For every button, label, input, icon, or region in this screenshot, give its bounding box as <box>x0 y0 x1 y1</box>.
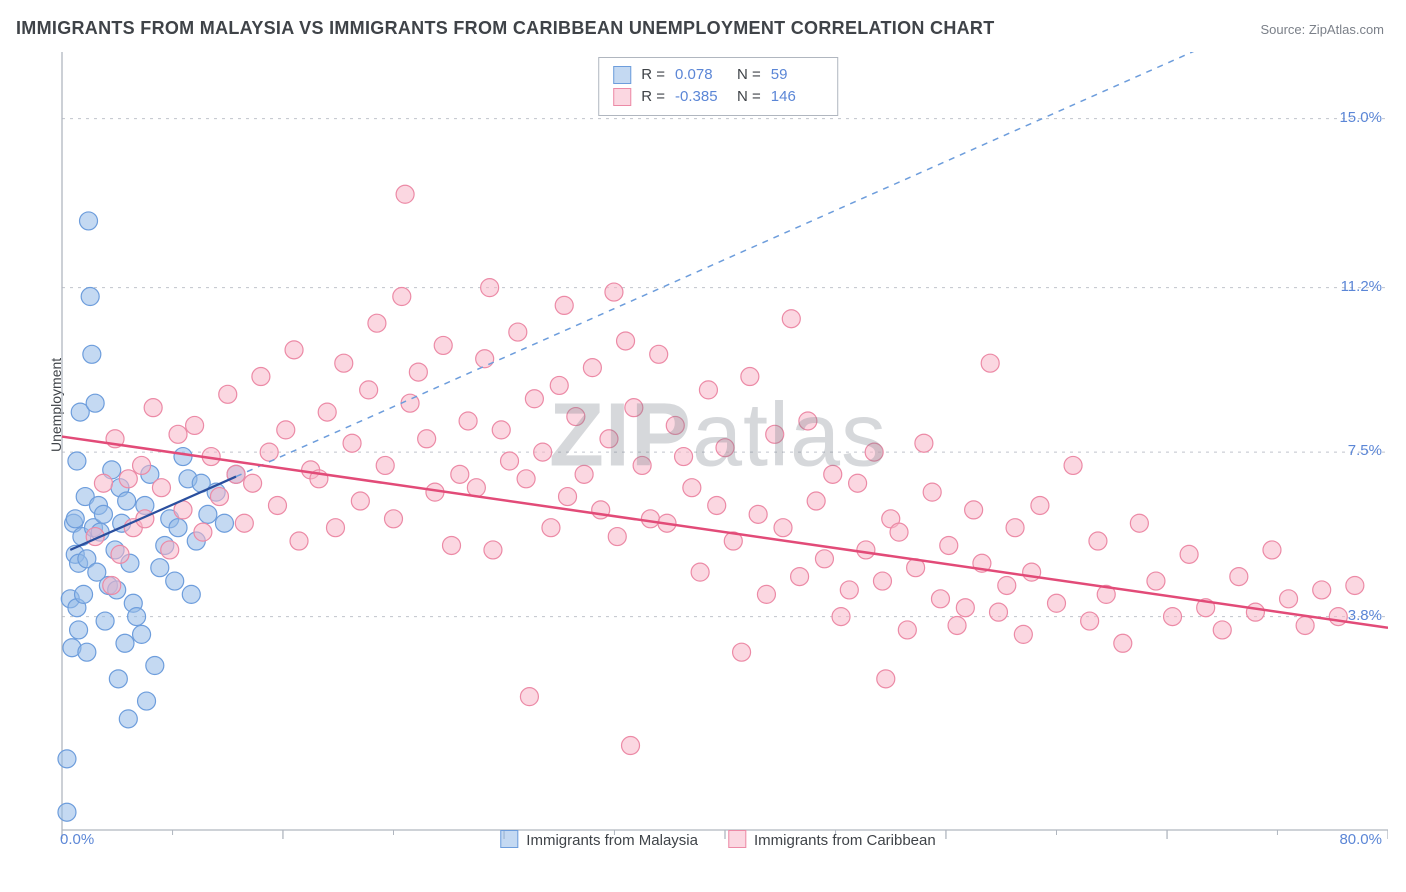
y-tick-label: 15.0% <box>1339 109 1382 126</box>
stats-legend: R = 0.078 N = 59 R = -0.385 N = 146 <box>598 57 838 116</box>
legend-label: Immigrants from Malaysia <box>526 832 698 849</box>
legend-swatch-icon <box>500 830 518 848</box>
stat-n-label: N = <box>737 86 761 108</box>
bottom-legend: Immigrants from Malaysia Immigrants from … <box>500 830 935 849</box>
legend-item: Immigrants from Caribbean <box>728 830 936 849</box>
stat-r-label: R = <box>641 86 665 108</box>
x-tick-label: 0.0% <box>60 831 94 848</box>
legend-swatch-icon <box>613 88 631 106</box>
stat-n-label: N = <box>737 64 761 86</box>
stats-legend-row: R = -0.385 N = 146 <box>613 86 823 108</box>
stat-r-value: -0.385 <box>675 86 727 108</box>
stat-r-label: R = <box>641 64 665 86</box>
stat-r-value: 0.078 <box>675 64 727 86</box>
legend-swatch-icon <box>613 66 631 84</box>
chart-area: Unemployment ZIPatlas R =0.078N =59R =-0… <box>48 52 1388 852</box>
scatter-chart <box>48 52 1388 852</box>
stats-legend-row: R = 0.078 N = 59 <box>613 64 823 86</box>
y-tick-label: 11.2% <box>1341 278 1382 295</box>
legend-swatch-icon <box>728 830 746 848</box>
stat-n-value: 146 <box>771 86 823 108</box>
legend-label: Immigrants from Caribbean <box>754 832 936 849</box>
x-tick-label: 80.0% <box>1339 831 1382 848</box>
chart-title: IMMIGRANTS FROM MALAYSIA VS IMMIGRANTS F… <box>16 18 995 39</box>
y-tick-label: 3.8% <box>1348 607 1382 624</box>
legend-item: Immigrants from Malaysia <box>500 830 698 849</box>
stat-n-value: 59 <box>771 64 823 86</box>
source-attribution: Source: ZipAtlas.com <box>1260 22 1384 37</box>
y-tick-label: 7.5% <box>1348 442 1382 459</box>
